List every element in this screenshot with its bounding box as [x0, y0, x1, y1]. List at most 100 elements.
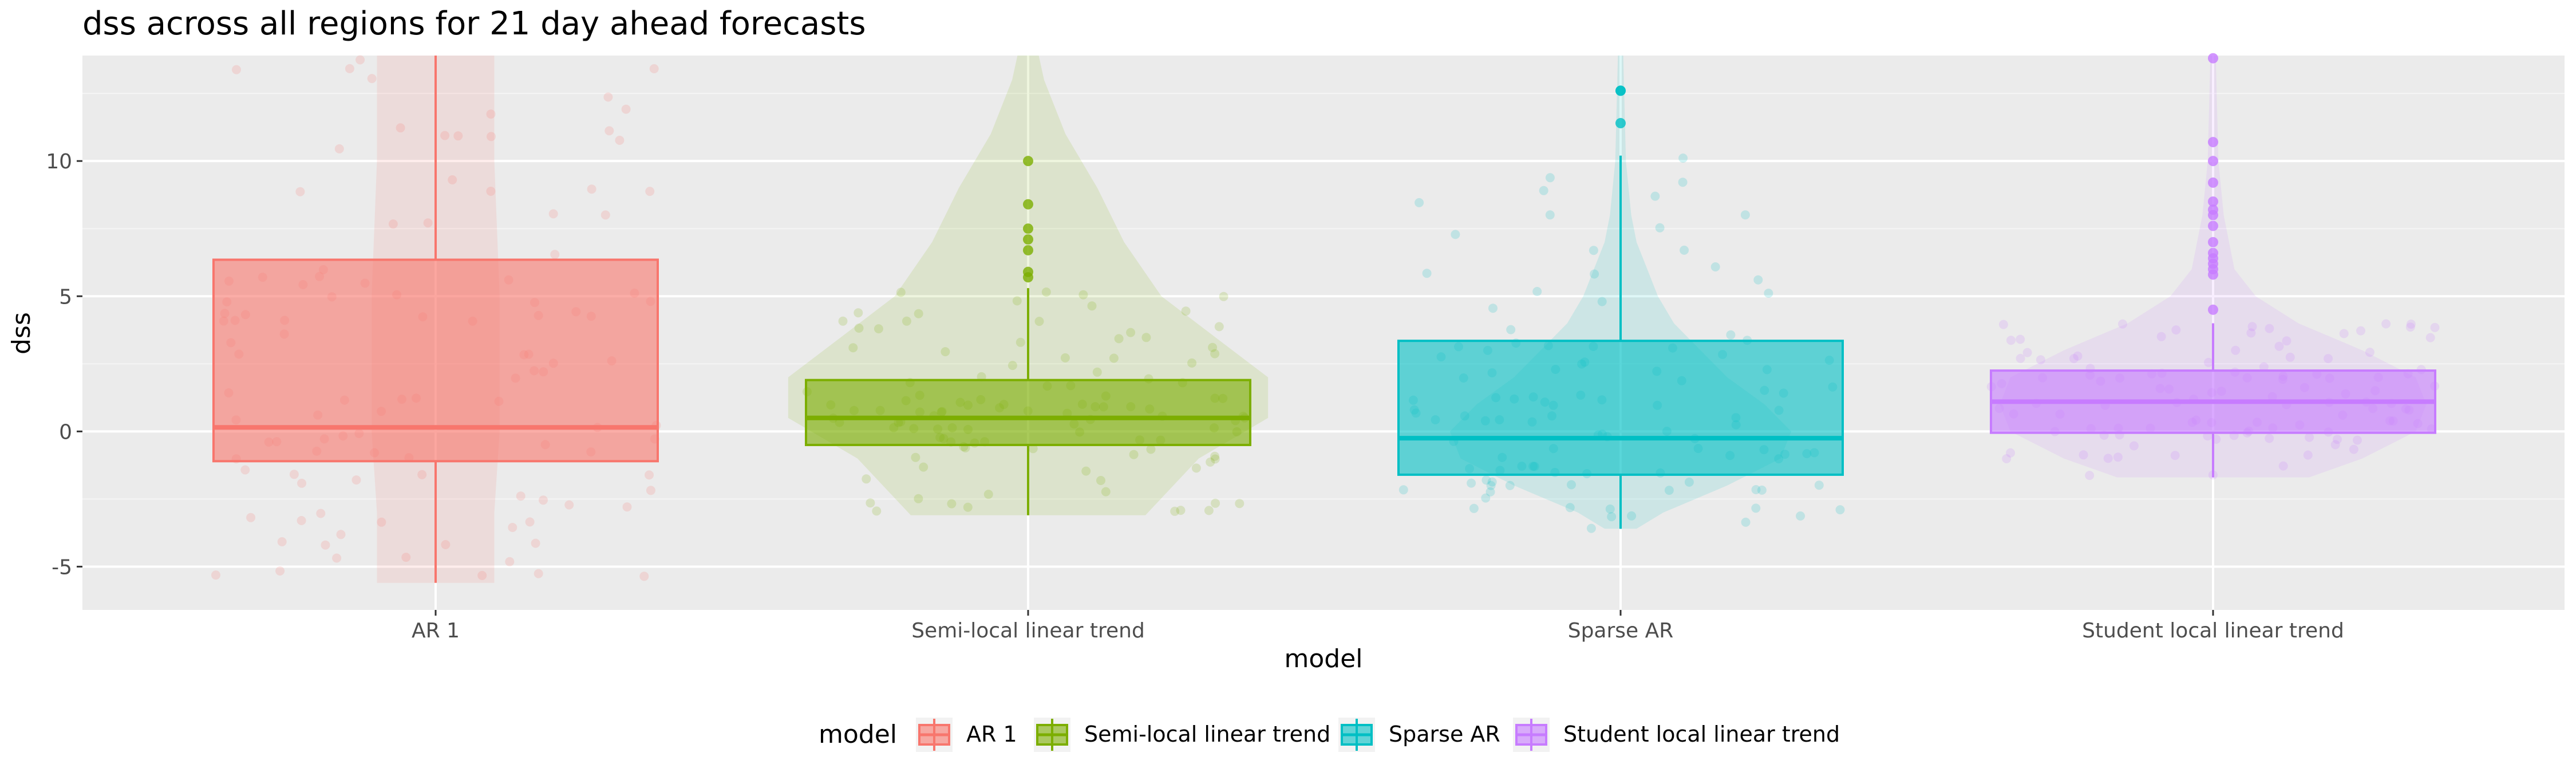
legend-label: Semi-local linear trend — [1084, 722, 1330, 747]
jitter-point — [1590, 269, 1599, 279]
jitter-point — [645, 187, 655, 196]
jitter-point — [2170, 451, 2180, 460]
jitter-point — [1481, 493, 1491, 503]
legend-item: Sparse AR — [1338, 718, 1500, 752]
jitter-point — [246, 513, 256, 522]
legend-item: Student local linear trend — [1513, 718, 1840, 752]
jitter-point — [1796, 511, 1805, 521]
legend-title: model — [819, 720, 897, 749]
jitter-point — [1655, 223, 1665, 233]
jitter-point — [587, 184, 596, 194]
jitter-point — [1008, 361, 1017, 371]
jitter-point — [2430, 322, 2440, 332]
legend-label: Sparse AR — [1389, 722, 1500, 747]
jitter-point — [539, 495, 548, 505]
jitter-point — [1814, 480, 1824, 490]
outlier-point — [1023, 156, 1033, 167]
y-axis-ticks: -5 0 5 10 — [46, 150, 82, 579]
jitter-point — [1219, 291, 1228, 301]
outlier-point — [1023, 234, 1033, 245]
jitter-point — [1214, 322, 1224, 332]
jitter-point — [1757, 485, 1767, 495]
jitter-point — [2103, 454, 2113, 463]
jitter-point — [534, 569, 543, 578]
jitter-point — [297, 516, 306, 525]
jitter-point — [2305, 432, 2314, 442]
jitter-point — [1176, 506, 1186, 515]
jitter-point — [2381, 319, 2391, 329]
outlier-point — [2208, 304, 2218, 315]
jitter-point — [622, 502, 632, 512]
x-tick-label: Student local linear trend — [2082, 619, 2344, 643]
outlier-point — [2208, 237, 2218, 247]
jitter-point — [448, 175, 457, 184]
jitter-point — [2265, 434, 2274, 443]
jitter-point — [1028, 444, 1038, 454]
jitter-point — [295, 187, 305, 196]
jitter-point — [1545, 210, 1555, 220]
jitter-point — [1607, 512, 1617, 522]
jitter-point — [1060, 353, 1070, 363]
jitter-point — [848, 343, 858, 353]
jitter-point — [2156, 332, 2166, 341]
jitter-point — [396, 123, 405, 133]
jitter-point — [2274, 341, 2284, 351]
jitter-point — [862, 474, 871, 484]
jitter-point — [1467, 478, 1476, 488]
jitter-point — [2073, 351, 2083, 361]
jitter-point — [2339, 329, 2349, 338]
jitter-point — [2282, 336, 2291, 346]
jitter-point — [423, 218, 433, 228]
jitter-point — [2265, 324, 2274, 333]
jitter-point — [1141, 333, 1151, 342]
outlier-point — [2208, 204, 2218, 215]
jitter-point — [1126, 328, 1136, 337]
jitter-point — [645, 470, 654, 480]
jitter-point — [2204, 357, 2213, 367]
jitter-point — [2405, 322, 2415, 332]
jitter-point — [1726, 330, 1736, 340]
jitter-point — [2016, 353, 2025, 363]
jitter-point — [1586, 523, 1596, 533]
jitter-point — [947, 499, 957, 509]
jitter-point — [1678, 153, 1688, 163]
jitter-point — [2129, 441, 2139, 451]
jitter-point — [1210, 349, 1220, 359]
jitter-point — [321, 540, 330, 550]
jitter-point — [1751, 485, 1761, 494]
outlier-point — [1023, 223, 1033, 234]
jitter-point — [1092, 367, 1102, 377]
x-axis-label: model — [1284, 644, 1362, 673]
y-axis-label: dss — [7, 312, 36, 354]
jitter-point — [854, 324, 864, 333]
jitter-point — [550, 250, 560, 259]
outlier-point — [1023, 266, 1033, 277]
jitter-point — [854, 308, 863, 318]
jitter-point — [1753, 275, 1763, 285]
jitter-point — [2349, 444, 2358, 454]
jitter-point — [1589, 246, 1598, 255]
jitter-point — [1109, 353, 1119, 363]
jitter-point — [453, 131, 463, 141]
outlier-point — [2208, 247, 2218, 258]
jitter-point — [1469, 503, 1479, 513]
jitter-point — [2079, 450, 2088, 460]
box — [1397, 340, 1844, 476]
jitter-point — [289, 470, 299, 479]
y-tick-label: 0 — [59, 420, 72, 444]
jitter-point — [2278, 461, 2288, 471]
jitter-point — [1597, 297, 1607, 306]
jitter-point — [486, 109, 496, 119]
jitter-point — [615, 136, 625, 145]
jitter-point — [351, 475, 361, 485]
jitter-point — [345, 64, 354, 73]
jitter-point — [2356, 326, 2365, 336]
jitter-point — [911, 452, 920, 462]
jitter-point — [2118, 319, 2127, 329]
jitter-point — [441, 540, 451, 549]
jitter-point — [1627, 511, 1637, 521]
box — [805, 379, 1251, 446]
jitter-point — [1208, 342, 1218, 352]
jitter-point — [1488, 304, 1498, 313]
jitter-point — [1146, 444, 1156, 454]
